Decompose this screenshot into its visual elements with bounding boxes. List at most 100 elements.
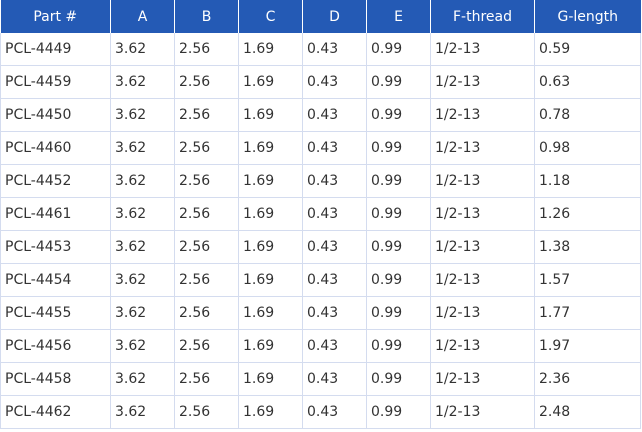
d-cell: 0.43 [302,164,367,198]
b-cell: 2.56 [174,131,239,165]
d-cell: 0.43 [302,230,367,264]
table-row: PCL-4455 3.62 2.56 1.69 0.43 0.99 1/2-13 1.77 [0,296,641,330]
f-thread-cell: 1/2-13 [430,362,535,396]
b-cell: 2.56 [174,395,239,429]
table-row: PCL-4453 3.62 2.56 1.69 0.43 0.99 1/2-13 1.38 [0,230,641,264]
table-row: PCL-4452 3.62 2.56 1.69 0.43 0.99 1/2-13 1.18 [0,164,641,198]
g-length-cell: 1.97 [534,329,641,363]
e-cell: 0.99 [366,131,431,165]
column-header-f-thread: F-thread [430,0,535,33]
f-thread-cell: 1/2-13 [430,131,535,165]
e-cell: 0.99 [366,395,431,429]
d-cell: 0.43 [302,362,367,396]
e-cell: 0.99 [366,65,431,99]
a-cell: 3.62 [110,230,175,264]
a-cell: 3.62 [110,395,175,429]
d-cell: 0.43 [302,131,367,165]
table-row: PCL-4454 3.62 2.56 1.69 0.43 0.99 1/2-13 1.57 [0,263,641,297]
a-cell: 3.62 [110,263,175,297]
part-number-cell: PCL-4455 [0,296,111,330]
column-header-part-number: Part # [0,0,111,33]
c-cell: 1.69 [238,230,303,264]
c-cell: 1.69 [238,33,303,66]
part-number-cell: PCL-4461 [0,197,111,231]
g-length-cell: 0.98 [534,131,641,165]
c-cell: 1.69 [238,296,303,330]
part-number-cell: PCL-4450 [0,98,111,132]
f-thread-cell: 1/2-13 [430,230,535,264]
b-cell: 2.56 [174,33,239,66]
part-number-cell: PCL-4454 [0,263,111,297]
d-cell: 0.43 [302,395,367,429]
c-cell: 1.69 [238,329,303,363]
b-cell: 2.56 [174,164,239,198]
column-header-g-length: G-length [534,0,641,33]
b-cell: 2.56 [174,98,239,132]
part-number-cell: PCL-4453 [0,230,111,264]
c-cell: 1.69 [238,197,303,231]
b-cell: 2.56 [174,197,239,231]
a-cell: 3.62 [110,362,175,396]
c-cell: 1.69 [238,131,303,165]
e-cell: 0.99 [366,230,431,264]
column-header-e: E [366,0,431,33]
column-header-b: B [174,0,239,33]
c-cell: 1.69 [238,164,303,198]
b-cell: 2.56 [174,230,239,264]
f-thread-cell: 1/2-13 [430,263,535,297]
f-thread-cell: 1/2-13 [430,98,535,132]
c-cell: 1.69 [238,362,303,396]
g-length-cell: 1.77 [534,296,641,330]
a-cell: 3.62 [110,33,175,66]
c-cell: 1.69 [238,65,303,99]
b-cell: 2.56 [174,65,239,99]
part-number-cell: PCL-4458 [0,362,111,396]
g-length-cell: 2.48 [534,395,641,429]
a-cell: 3.62 [110,296,175,330]
a-cell: 3.62 [110,329,175,363]
g-length-cell: 1.57 [534,263,641,297]
column-header-a: A [110,0,175,33]
g-length-cell: 0.78 [534,98,641,132]
part-number-cell: PCL-4456 [0,329,111,363]
g-length-cell: 1.38 [534,230,641,264]
table-row: PCL-4462 3.62 2.56 1.69 0.43 0.99 1/2-13 2.48 [0,395,641,429]
table-row: PCL-4458 3.62 2.56 1.69 0.43 0.99 1/2-13 2.36 [0,362,641,396]
part-number-cell: PCL-4449 [0,33,111,66]
e-cell: 0.99 [366,98,431,132]
table-header: Part # A B C D E F-thread G-length [0,0,641,33]
b-cell: 2.56 [174,296,239,330]
c-cell: 1.69 [238,263,303,297]
g-length-cell: 2.36 [534,362,641,396]
d-cell: 0.43 [302,197,367,231]
f-thread-cell: 1/2-13 [430,197,535,231]
g-length-cell: 0.63 [534,65,641,99]
column-header-d: D [302,0,367,33]
d-cell: 0.43 [302,329,367,363]
table-row: PCL-4461 3.62 2.56 1.69 0.43 0.99 1/2-13 1.26 [0,197,641,231]
e-cell: 0.99 [366,296,431,330]
d-cell: 0.43 [302,65,367,99]
e-cell: 0.99 [366,197,431,231]
e-cell: 0.99 [366,164,431,198]
e-cell: 0.99 [366,362,431,396]
f-thread-cell: 1/2-13 [430,65,535,99]
f-thread-cell: 1/2-13 [430,395,535,429]
e-cell: 0.99 [366,33,431,66]
a-cell: 3.62 [110,164,175,198]
table-row: PCL-4456 3.62 2.56 1.69 0.43 0.99 1/2-13 1.97 [0,329,641,363]
a-cell: 3.62 [110,131,175,165]
g-length-cell: 1.26 [534,197,641,231]
c-cell: 1.69 [238,98,303,132]
d-cell: 0.43 [302,98,367,132]
d-cell: 0.43 [302,296,367,330]
d-cell: 0.43 [302,263,367,297]
g-length-cell: 0.59 [534,33,641,66]
f-thread-cell: 1/2-13 [430,164,535,198]
g-length-cell: 1.18 [534,164,641,198]
a-cell: 3.62 [110,197,175,231]
part-number-cell: PCL-4462 [0,395,111,429]
table-row: PCL-4460 3.62 2.56 1.69 0.43 0.99 1/2-13 0.98 [0,131,641,165]
